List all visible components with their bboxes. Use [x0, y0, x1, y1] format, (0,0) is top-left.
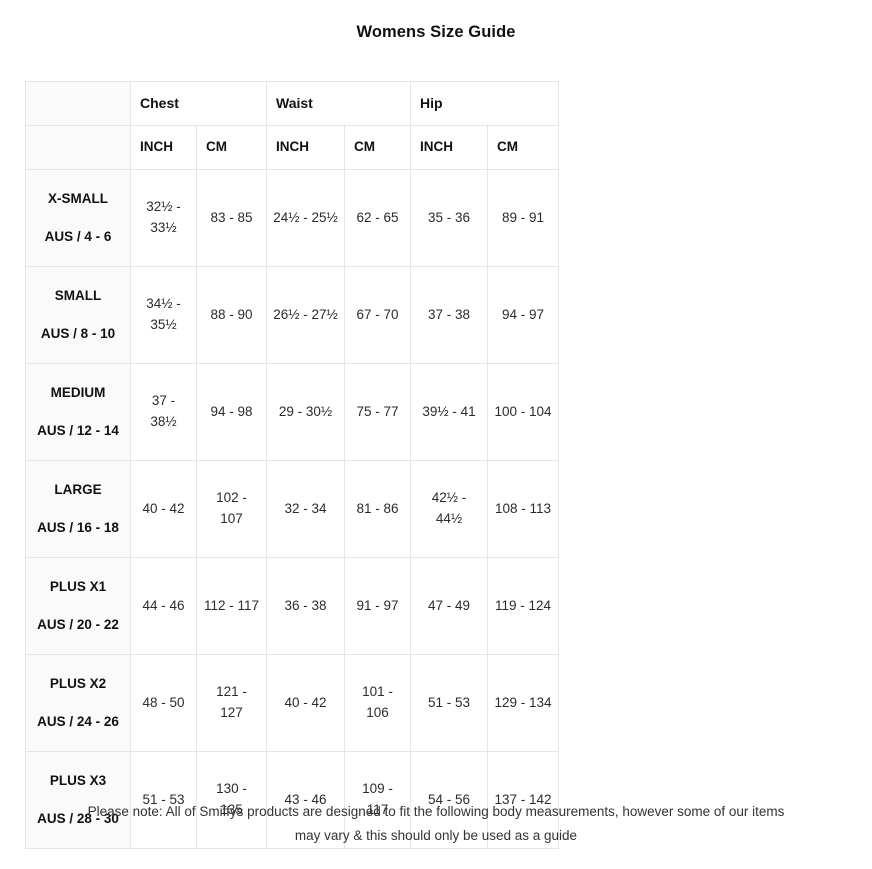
unit-header-waist-inch: INCH	[266, 125, 345, 170]
cell-waist-inch: 29 - 30½	[266, 363, 345, 461]
size-aus: AUS / 28 - 30	[37, 810, 119, 826]
cell-chest-cm: 94 - 98	[196, 363, 267, 461]
size-aus: AUS / 12 - 14	[37, 422, 119, 438]
cell-hip-cm: 89 - 91	[487, 169, 560, 267]
page-title: Womens Size Guide	[356, 23, 516, 41]
cell-chest-cm: 130 - 135	[196, 751, 267, 849]
group-header-waist: Waist	[265, 81, 412, 126]
cell-chest-cm: 88 - 90	[196, 266, 267, 364]
cell-waist-cm: 91 - 97	[343, 557, 412, 655]
size-name: SMALL	[54, 287, 102, 303]
size-name: PLUS X3	[49, 772, 107, 788]
size-guide-table: Chest Waist Hip INCH CM INCH CM INCH CM	[25, 81, 560, 849]
cell-waist-inch: 24½ - 25½	[266, 169, 345, 267]
cell-hip-inch: 39½ - 41	[410, 363, 489, 461]
unit-header-row: INCH CM INCH CM INCH CM	[25, 125, 560, 170]
cell-waist-cm: 81 - 86	[343, 460, 412, 558]
size-name: MEDIUM	[50, 384, 106, 400]
cell-waist-cm: 109 - 117	[343, 751, 412, 849]
cell-hip-inch: 47 - 49	[410, 557, 489, 655]
cell-hip-cm: 129 - 134	[487, 654, 560, 752]
size-name: PLUS X1	[49, 578, 107, 594]
size-aus: AUS / 20 - 22	[37, 616, 119, 632]
cell-waist-cm: 75 - 77	[343, 363, 412, 461]
cell-waist-cm: 67 - 70	[343, 266, 412, 364]
table-row: SMALL AUS / 8 - 10 34½ - 35½ 88 - 90 26½…	[25, 266, 560, 364]
size-label-cell: LARGE AUS / 16 - 18	[25, 460, 131, 558]
table-row: PLUS X2 AUS / 24 - 26 48 - 50 121 - 127 …	[25, 654, 560, 752]
table-body: X-SMALL AUS / 4 - 6 32½ - 33½ 83 - 85 24…	[25, 169, 560, 849]
table-row: X-SMALL AUS / 4 - 6 32½ - 33½ 83 - 85 24…	[25, 169, 560, 267]
group-header-chest: Chest	[130, 81, 267, 126]
disclaimer-line-2: may vary & this should only be used as a…	[294, 827, 578, 843]
size-name: X-SMALL	[48, 190, 108, 206]
table-row: PLUS X1 AUS / 20 - 22 44 - 46 112 - 117 …	[25, 557, 560, 655]
unit-header-chest-inch: INCH	[130, 125, 197, 170]
cell-waist-cm: 62 - 65	[343, 169, 412, 267]
cell-chest-cm: 83 - 85	[196, 169, 267, 267]
cell-hip-inch: 54 - 56	[410, 751, 489, 849]
cell-chest-inch: 37 - 38½	[130, 363, 197, 461]
cell-chest-inch: 32½ - 33½	[130, 169, 197, 267]
cell-waist-inch: 36 - 38	[266, 557, 345, 655]
cell-hip-inch: 35 - 36	[410, 169, 489, 267]
unit-header-hip-cm: CM	[487, 125, 560, 170]
table-row: MEDIUM AUS / 12 - 14 37 - 38½ 94 - 98 29…	[25, 363, 560, 461]
cell-chest-cm: 121 - 127	[196, 654, 267, 752]
table-corner-cell-lower	[25, 125, 131, 170]
cell-chest-inch: 34½ - 35½	[130, 266, 197, 364]
cell-waist-inch: 40 - 42	[266, 654, 345, 752]
size-name: PLUS X2	[49, 675, 107, 691]
table-corner-cell	[25, 81, 131, 126]
table-row: LARGE AUS / 16 - 18 40 - 42 102 - 107 32…	[25, 460, 560, 558]
cell-chest-inch: 40 - 42	[130, 460, 197, 558]
cell-hip-inch: 37 - 38	[410, 266, 489, 364]
size-label-cell: SMALL AUS / 8 - 10	[25, 266, 131, 364]
size-aus: AUS / 8 - 10	[40, 325, 116, 341]
cell-waist-cm: 101 - 106	[343, 654, 412, 752]
cell-waist-inch: 43 - 46	[266, 751, 345, 849]
size-label-cell: X-SMALL AUS / 4 - 6	[25, 169, 131, 267]
measurement-group-header-row: Chest Waist Hip	[25, 81, 560, 126]
size-aus: AUS / 16 - 18	[37, 519, 119, 535]
size-aus: AUS / 24 - 26	[37, 713, 119, 729]
size-label-cell: PLUS X1 AUS / 20 - 22	[25, 557, 131, 655]
cell-hip-cm: 94 - 97	[487, 266, 560, 364]
size-label-cell: MEDIUM AUS / 12 - 14	[25, 363, 131, 461]
cell-waist-inch: 32 - 34	[266, 460, 345, 558]
size-table-container: Chest Waist Hip INCH CM INCH CM INCH CM	[25, 81, 560, 849]
size-label-cell: PLUS X2 AUS / 24 - 26	[25, 654, 131, 752]
cell-hip-inch: 42½ - 44½	[410, 460, 489, 558]
disclaimer-line-1: Please note: All of Smiffys products are…	[87, 804, 785, 819]
size-aus: AUS / 4 - 6	[44, 228, 112, 244]
cell-waist-inch: 26½ - 27½	[266, 266, 345, 364]
size-name: LARGE	[54, 481, 102, 497]
group-header-hip: Hip	[410, 81, 560, 126]
cell-chest-inch: 48 - 50	[130, 654, 197, 752]
unit-header-chest-cm: CM	[196, 125, 267, 170]
cell-hip-inch: 51 - 53	[410, 654, 489, 752]
table-head: Chest Waist Hip INCH CM INCH CM INCH CM	[25, 81, 560, 170]
cell-hip-cm: 137 - 142	[487, 751, 560, 849]
cell-hip-cm: 100 - 104	[487, 363, 560, 461]
cell-hip-cm: 119 - 124	[487, 557, 560, 655]
disclaimer-note: Please note: All of Smiffys products are…	[0, 800, 872, 847]
unit-header-hip-inch: INCH	[410, 125, 489, 170]
cell-hip-cm: 108 - 113	[487, 460, 560, 558]
unit-header-waist-cm: CM	[343, 125, 412, 170]
size-label-cell: PLUS X3 AUS / 28 - 30	[25, 751, 131, 849]
cell-chest-cm: 102 - 107	[196, 460, 267, 558]
table-row: PLUS X3 AUS / 28 - 30 51 - 53 130 - 135 …	[25, 751, 560, 849]
cell-chest-inch: 44 - 46	[130, 557, 197, 655]
cell-chest-cm: 112 - 117	[196, 557, 267, 655]
